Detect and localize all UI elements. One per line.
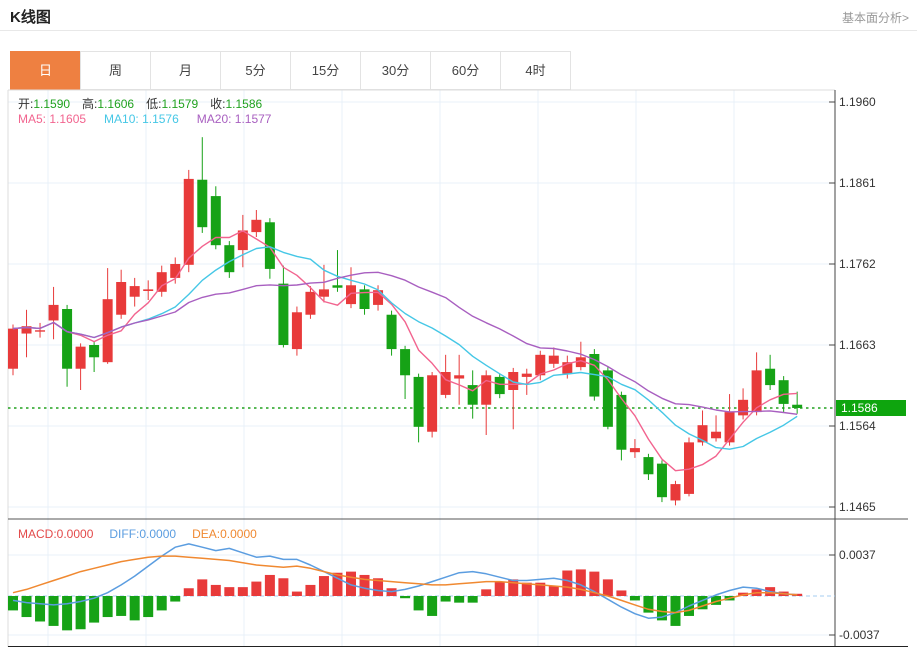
price-axis-label: 1.1564 <box>839 419 876 433</box>
ohlc-label: 收: <box>210 97 226 111</box>
tab-15min[interactable]: 15分 <box>290 51 361 90</box>
tab-week[interactable]: 周 <box>80 51 151 90</box>
header: K线图 基本面分析> <box>0 0 917 31</box>
tab-day[interactable]: 日 <box>10 51 81 90</box>
macd-legend: MACD:0.0000 DIFF:0.0000 DEA:0.0000 <box>18 527 273 541</box>
tab-5min[interactable]: 5分 <box>220 51 291 90</box>
ohlc-value: 1.1606 <box>97 97 135 111</box>
tab-month[interactable]: 月 <box>150 51 221 90</box>
ma-legend-item: MA10: 1.1576 <box>104 112 179 126</box>
ma-legend-item: MA5: 1.1605 <box>18 112 87 126</box>
macd-legend-item: DIFF:0.0000 <box>109 527 177 541</box>
price-axis-label: 1.1465 <box>839 500 876 514</box>
ma-legend: MA5: 1.1605 MA10: 1.1576 MA20: 1.1577 <box>18 112 289 126</box>
tab-30min[interactable]: 30分 <box>360 51 431 90</box>
price-axis-label: 1.1762 <box>839 257 876 271</box>
tab-60min[interactable]: 60分 <box>430 51 501 90</box>
price-axis-label: 1.1861 <box>839 176 876 190</box>
macd-axis-label: 0.0037 <box>839 548 876 562</box>
timeframe-tabs: 日周月 5分 15分 30分 60分 4时 <box>10 51 917 90</box>
fundamental-analysis-link[interactable]: 基本面分析> <box>841 11 909 25</box>
price-axis-label: 1.1663 <box>839 338 876 352</box>
ohlc-value: 1.1590 <box>33 97 71 111</box>
ohlc-legend: 开:1.1590 高:1.1606 低:1.1579 收:1.1586 <box>18 95 274 112</box>
current-price-badge: 1.1586 <box>836 400 906 416</box>
macd-axis-label: -0.0037 <box>839 628 880 642</box>
ohlc-label: 高: <box>82 97 98 111</box>
page-title: K线图 <box>10 9 51 26</box>
ohlc-label: 开: <box>18 97 34 111</box>
chart-area: 开:1.1590 高:1.1606 低:1.1579 收:1.1586 MA5: 1.… <box>0 89 917 647</box>
ohlc-value: 1.1586 <box>225 97 263 111</box>
tab-4hour[interactable]: 4时 <box>500 51 571 90</box>
ma-legend-item: MA20: 1.1577 <box>196 112 272 126</box>
ohlc-value: 1.1579 <box>161 97 199 111</box>
macd-legend-item: DEA:0.0000 <box>192 527 257 541</box>
price-axis-label: 1.1960 <box>839 95 876 109</box>
ohlc-label: 低: <box>146 97 162 111</box>
candlestick-macd-chart[interactable] <box>0 89 910 647</box>
macd-legend-item: MACD:0.0000 <box>18 527 94 541</box>
